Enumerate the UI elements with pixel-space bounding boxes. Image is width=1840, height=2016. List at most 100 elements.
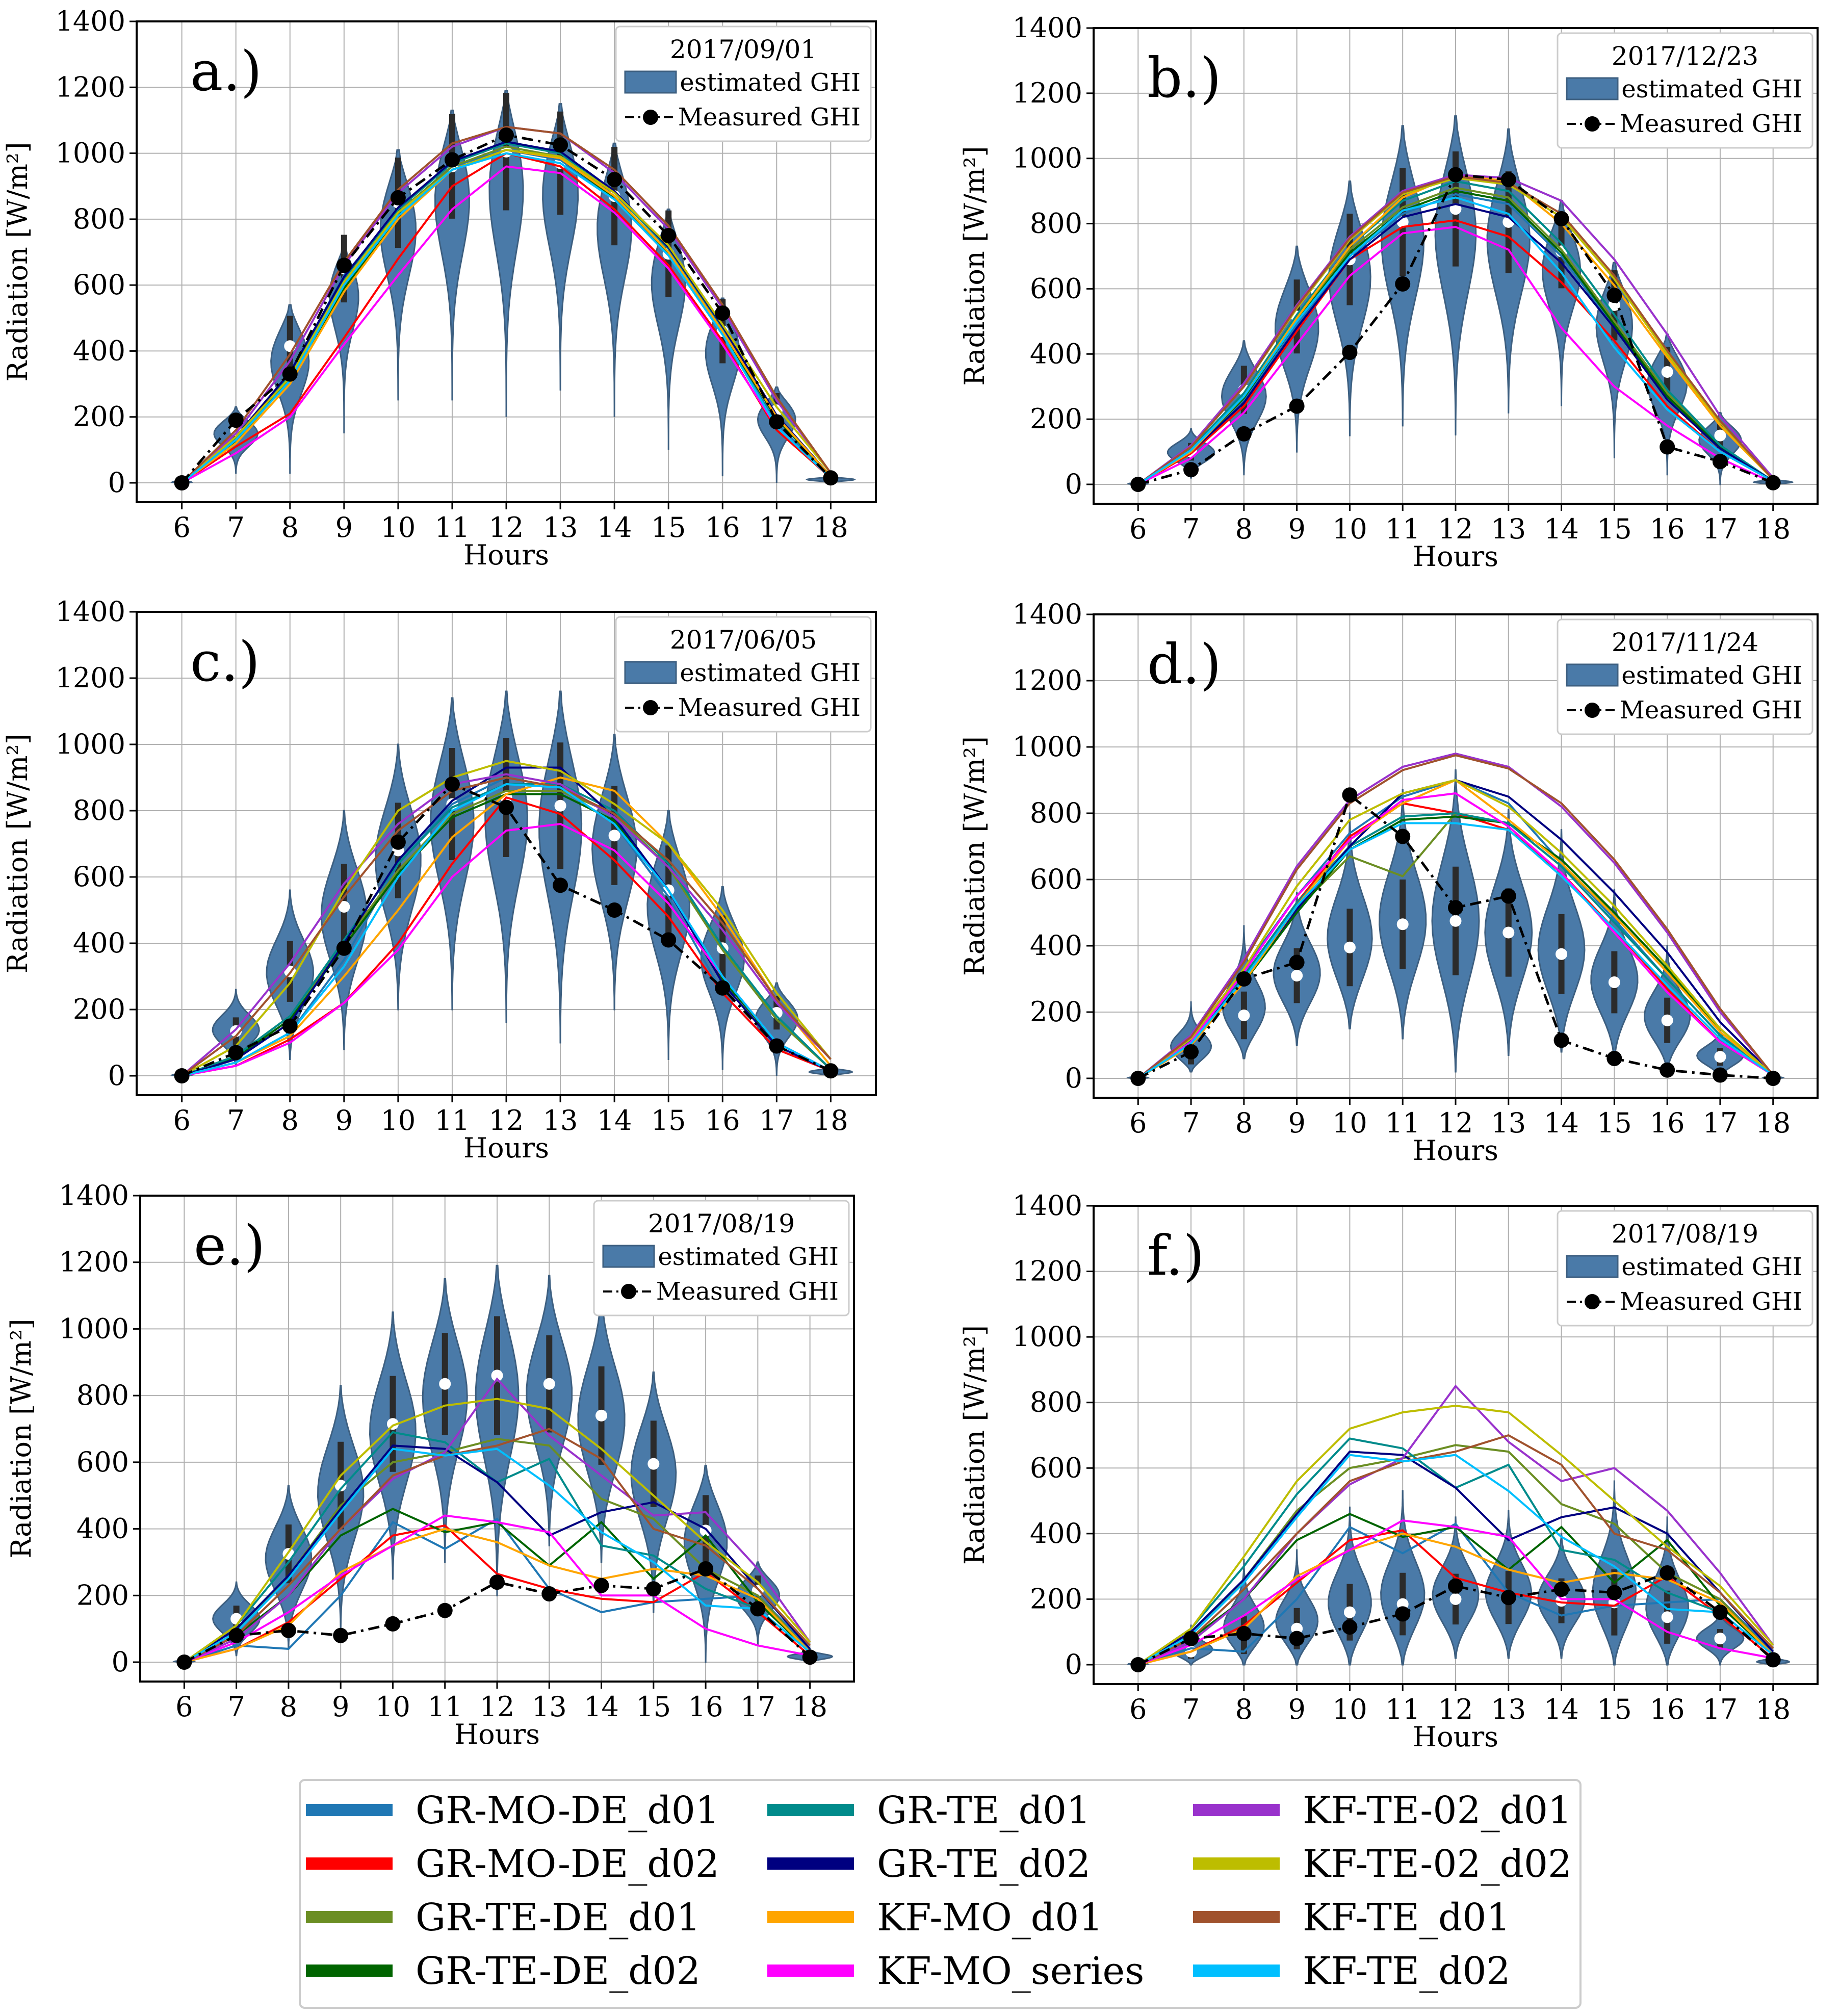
- legend-label-measured: Measured GHI: [1620, 1287, 1802, 1316]
- measured-point-9: [336, 257, 352, 273]
- y-tick-label: 200: [1030, 1583, 1082, 1615]
- model-series: [184, 1377, 811, 1663]
- x-tick-label: 7: [227, 511, 245, 544]
- panel-legend-title: 2017/11/24: [1612, 628, 1758, 657]
- x-tick-label: 13: [1491, 1693, 1526, 1725]
- x-tick-label: 6: [1129, 513, 1147, 545]
- series-legend-swatch: [767, 1804, 854, 1816]
- y-tick-label: 1400: [1013, 598, 1082, 630]
- series-line-GR-TE_d02: [184, 1444, 811, 1663]
- legend-label-estimated: estimated GHI: [658, 1243, 839, 1271]
- violin-median-16: [1661, 366, 1673, 378]
- y-tick-label: 1200: [56, 662, 125, 694]
- series-line-GR-MO-DE_d01: [184, 1517, 811, 1663]
- series-line-KF-TE_d01: [181, 776, 832, 1077]
- x-tick-label: 11: [427, 1691, 462, 1723]
- measured-point-13: [1500, 172, 1516, 188]
- panel-legend: 2017/12/23 estimated GHI Measured GHI: [1557, 32, 1813, 149]
- x-tick-label: 13: [543, 1104, 578, 1136]
- measured-point-6: [174, 1068, 190, 1083]
- y-tick-label: 200: [73, 993, 125, 1025]
- y-tick-label: 1000: [56, 728, 125, 760]
- series-legend-item: GR-MO-DE_d02: [306, 1842, 719, 1886]
- y-tick-label: 1000: [1013, 731, 1082, 763]
- y-tick-label: 400: [76, 1513, 129, 1545]
- y-tick-label: 400: [73, 927, 125, 959]
- measured-point-6: [1130, 1657, 1146, 1672]
- x-axis-title: Hours: [463, 1132, 549, 1164]
- y-tick-label: 1400: [59, 1179, 129, 1211]
- violin-median-8: [1238, 1010, 1250, 1021]
- measured-point-17: [1712, 1605, 1728, 1620]
- y-tick-label: 1000: [56, 137, 125, 169]
- legend-label-measured: Measured GHI: [678, 103, 861, 132]
- measured-point-11: [1395, 276, 1411, 292]
- measured-point-14: [607, 172, 623, 188]
- x-tick-label: 15: [1597, 1693, 1632, 1725]
- violin-median-12: [1449, 1593, 1462, 1605]
- panel-legend-frame: [1557, 1210, 1813, 1327]
- y-axis: 0 200 400 600 800 1000 1200 1400: [56, 596, 137, 1092]
- x-tick-label: 8: [1235, 513, 1253, 545]
- measured-point-9: [333, 1627, 349, 1643]
- series-line-KF-MO_series: [181, 165, 832, 484]
- x-tick-label: 10: [1332, 513, 1367, 545]
- x-tick-label: 17: [759, 511, 794, 544]
- legend-swatch-violin: [1566, 663, 1619, 687]
- series-line-KF-TE_d01: [1137, 754, 1774, 1079]
- series-legend-label: KF-TE-02_d01: [1303, 1789, 1572, 1832]
- x-axis: 6 7 8 9 10 11 12 13 14 15 16 17 18: [175, 1682, 827, 1723]
- measured-point-12: [1448, 1578, 1463, 1594]
- y-tick-label: 1400: [1013, 12, 1082, 44]
- violin-hour-14: [1541, 200, 1582, 406]
- measured-point-11: [444, 152, 460, 168]
- series-legend-item: GR-TE-DE_d01: [306, 1896, 701, 1940]
- series-line-KF-TE_d02: [1137, 196, 1774, 485]
- measured-point-18: [823, 470, 839, 486]
- legend-marker-measured: [1585, 116, 1600, 132]
- legend-label-estimated: estimated GHI: [1621, 75, 1802, 104]
- series-line-GR-TE_d02: [1137, 203, 1774, 485]
- measured-point-6: [174, 475, 190, 490]
- measured-point-6: [1130, 477, 1146, 492]
- violin-median-12: [491, 1369, 503, 1382]
- series-legend-label: GR-MO-DE_d02: [416, 1842, 719, 1886]
- series-line-KF-TE-02_d01: [1137, 1384, 1774, 1666]
- violin-median-15: [647, 1458, 660, 1470]
- measured-point-17: [769, 1038, 785, 1054]
- measured-point-11: [1395, 1606, 1411, 1622]
- measured-series: [176, 1561, 818, 1670]
- legend-marker-measured: [643, 110, 658, 125]
- panel-label: e.): [194, 1214, 265, 1278]
- y-tick-label: 200: [1030, 996, 1082, 1028]
- y-axis: 0 200 400 600 800 1000 1200 1400: [56, 5, 137, 499]
- series-legend-swatch: [306, 1965, 393, 1977]
- measured-point-18: [1765, 1652, 1781, 1668]
- x-tick-label: 17: [1703, 1693, 1738, 1725]
- x-tick-label: 14: [597, 511, 632, 544]
- y-tick-label: 600: [76, 1446, 129, 1478]
- y-tick-label: 600: [1030, 1452, 1082, 1484]
- y-tick-label: 1200: [56, 71, 125, 103]
- legend-marker-measured: [621, 1284, 636, 1299]
- legend-label-estimated: estimated GHI: [1621, 661, 1802, 690]
- violin-median-14: [1556, 948, 1568, 960]
- x-tick-label: 9: [332, 1691, 349, 1723]
- x-tick-label: 17: [740, 1691, 775, 1723]
- series-line-KF-TE_d01: [1137, 1434, 1774, 1666]
- measured-point-7: [1183, 1044, 1199, 1059]
- x-tick-label: 10: [375, 1691, 410, 1723]
- series-legend-label: GR-TE-DE_d01: [416, 1896, 701, 1940]
- measured-point-14: [1553, 1582, 1569, 1597]
- x-tick-label: 6: [1129, 1107, 1147, 1139]
- series-legend-item: KF-MO_series: [767, 1949, 1144, 1993]
- panel-label: d.): [1147, 633, 1222, 696]
- legend-label-estimated: estimated GHI: [1621, 1253, 1802, 1281]
- x-tick-label: 13: [543, 511, 578, 544]
- x-tick-label: 14: [1544, 513, 1579, 545]
- y-tick-label: 1200: [59, 1246, 129, 1278]
- measured-point-9: [1289, 398, 1305, 414]
- legend-swatch-violin: [1566, 1255, 1619, 1278]
- measured-point-12: [1448, 167, 1463, 183]
